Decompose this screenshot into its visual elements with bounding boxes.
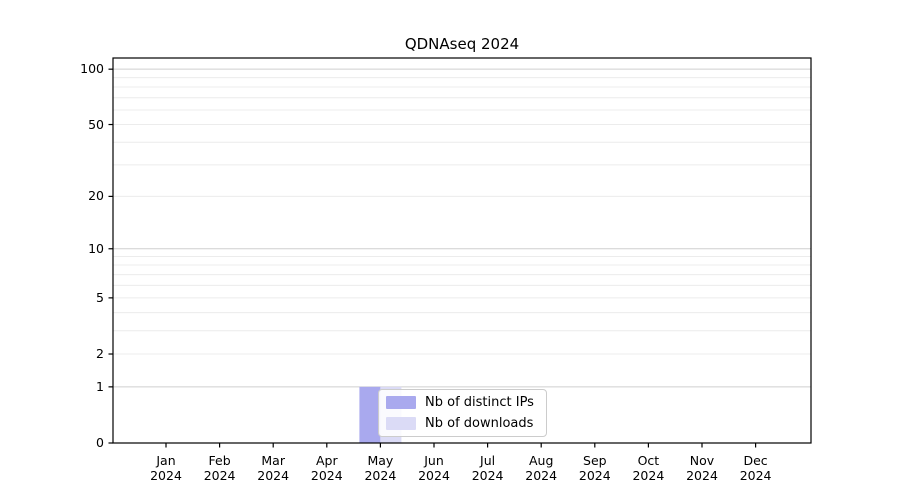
y-tick-label: 2	[96, 346, 104, 361]
y-tick-label: 50	[88, 116, 104, 132]
legend-label-downloads: Nb of downloads	[425, 416, 534, 431]
x-tick-label: Dec 2024	[739, 453, 772, 483]
legend-swatch-distinct-ips	[386, 396, 416, 409]
x-tick-label: Mar 2024	[257, 453, 290, 483]
legend-swatch-downloads	[386, 417, 416, 430]
y-tick-label: 1	[96, 378, 104, 394]
y-tick-label: 10	[88, 240, 104, 256]
x-tick-label: May 2024	[364, 453, 397, 483]
legend-item-downloads: Nb of downloads	[386, 416, 538, 431]
y-tick-label: 20	[88, 188, 104, 204]
x-tick-label: Feb 2024	[203, 453, 236, 483]
y-tick-label: 5	[96, 289, 104, 305]
x-tick-label: Aug 2024	[525, 453, 558, 483]
x-tick-label: Sep 2024	[578, 453, 611, 483]
x-tick-label: Jun 2024	[418, 453, 450, 483]
x-tick-label: Jan 2024	[150, 453, 182, 483]
chart-legend: Nb of distinct IPs Nb of downloads	[378, 389, 547, 437]
x-tick-label: Nov 2024	[686, 453, 718, 483]
x-tick-label: Oct 2024	[632, 453, 665, 483]
x-tick-label: Jul 2024	[471, 453, 504, 483]
chart-title: QDNAseq 2024	[404, 35, 520, 53]
x-tick-label: Apr 2024	[310, 453, 343, 483]
y-tick-label: 100	[80, 61, 104, 77]
legend-label-distinct-ips: Nb of distinct IPs	[425, 395, 534, 410]
legend-item-distinct-ips: Nb of distinct IPs	[386, 395, 538, 410]
y-tick-label: 0	[96, 435, 104, 450]
